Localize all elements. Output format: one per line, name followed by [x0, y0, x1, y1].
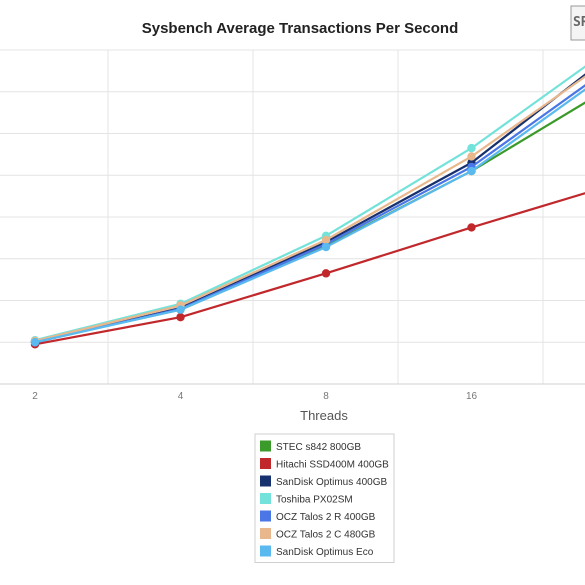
grid — [0, 49, 585, 385]
data-point — [321, 235, 331, 245]
series-line — [34, 65, 585, 342]
logo: SR — [570, 5, 585, 41]
series-ocz-talos-2-c-480gb — [30, 75, 585, 346]
x-tick-labels: 2 4 8 16 — [32, 391, 477, 402]
series-sandisk-optimus-400gb — [30, 73, 585, 347]
data-point — [30, 338, 40, 347]
data-point — [467, 152, 476, 161]
data-point — [467, 143, 476, 153]
legend-box — [254, 433, 395, 563]
data-point — [176, 313, 185, 322]
data-point — [321, 269, 331, 278]
x-tick-label: 8 — [323, 391, 329, 402]
legend-label: Hitachi SSD400M 400GB — [276, 460, 389, 471]
x-tick-label: 16 — [466, 391, 478, 402]
x-tick-label: 2 — [32, 391, 38, 402]
legend-label: OCZ Talos 2 C 480GB — [276, 530, 376, 541]
legend-swatch — [260, 510, 271, 522]
legend-swatch — [260, 545, 271, 557]
chart-title: Sysbench Average Transactions Per Second — [142, 20, 459, 37]
series-line — [34, 73, 585, 344]
series-sandisk-optimus-eco — [30, 88, 585, 347]
legend-swatch — [260, 528, 271, 539]
legend-swatch — [260, 493, 271, 504]
series-stec-s842-800gb — [30, 101, 585, 346]
legend-label: SanDisk Optimus 400GB — [276, 477, 387, 488]
x-tick-label: 4 — [178, 391, 184, 402]
legend-label: STEC s842 800GB — [276, 442, 361, 453]
data-point — [321, 242, 331, 252]
data-point — [467, 223, 476, 232]
legend: STEC s842 800GB Hitachi SSD400M 400GB SanD… — [254, 433, 395, 563]
series-line — [34, 101, 585, 343]
legend-label: SanDisk Optimus Eco — [276, 547, 374, 558]
x-axis-label: Threads — [300, 408, 348, 423]
data-point — [467, 166, 476, 176]
logo-text: SR — [573, 15, 585, 30]
series-toshiba-px02sm — [30, 65, 585, 345]
data-point — [176, 305, 185, 314]
series-line — [34, 75, 585, 343]
series-ocz-talos-2-r-400gb — [30, 84, 585, 347]
series — [30, 65, 585, 349]
legend-swatch — [260, 475, 271, 487]
legend-swatch — [260, 440, 271, 452]
legend-label: OCZ Talos 2 R 400GB — [276, 512, 376, 523]
legend-label: Toshiba PX02SM — [276, 495, 353, 506]
legend-swatch — [260, 458, 271, 469]
